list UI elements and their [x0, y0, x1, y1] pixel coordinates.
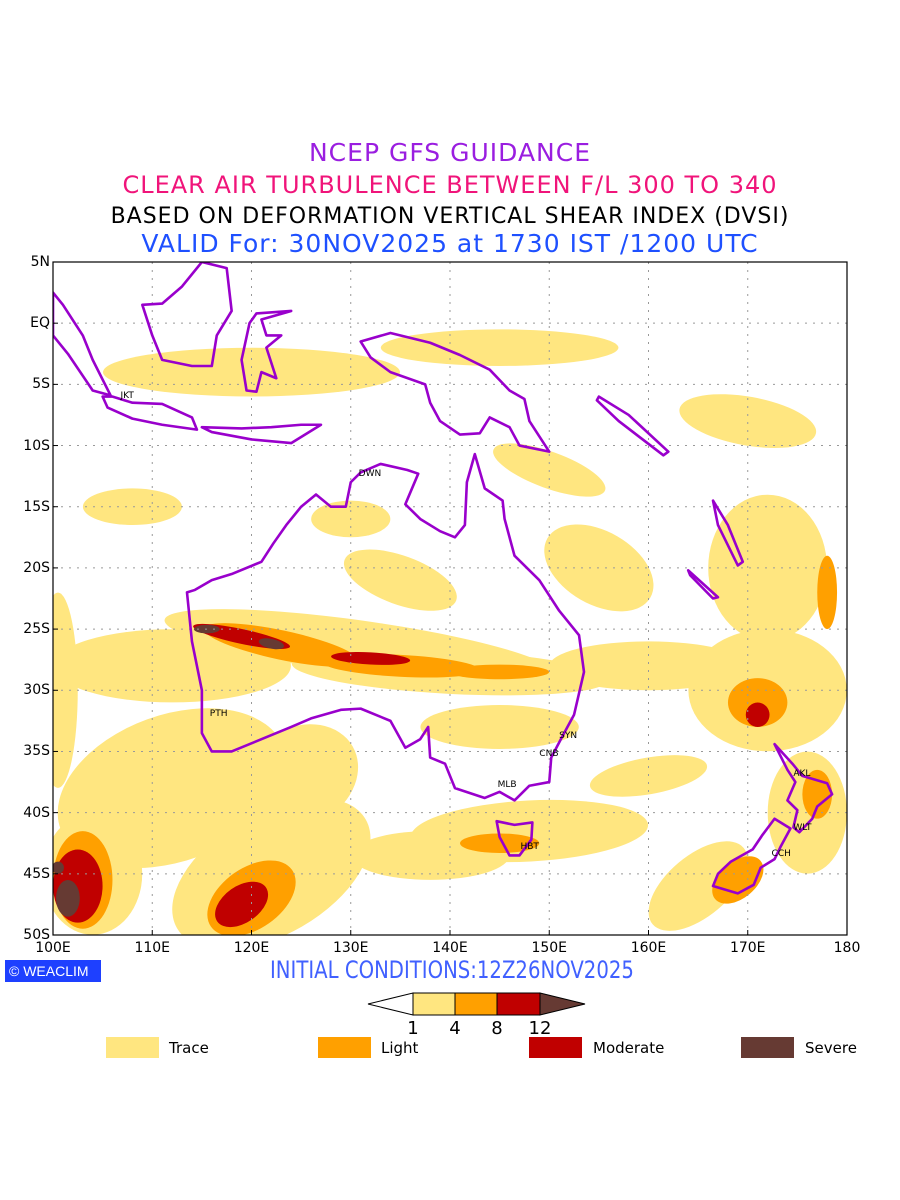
- lat-label: 5N: [30, 254, 50, 270]
- borneo-coastline: [141, 262, 233, 368]
- new-guinea-coastline: [359, 331, 551, 453]
- city-label: HBT: [520, 842, 539, 853]
- colorbar-moderate: [496, 992, 541, 1016]
- trace-turbulence-area: [679, 394, 817, 448]
- lat-label: 15S: [23, 498, 50, 515]
- severe-turbulence-area: [258, 638, 284, 650]
- colorbar-tick: 8: [491, 1018, 503, 1039]
- colorbar-light: [454, 992, 498, 1016]
- grid-lines: [53, 262, 847, 935]
- credit-text: WEACLIM: [23, 963, 89, 979]
- legend-label-trace: Trace: [169, 1039, 209, 1057]
- colorbar-tick: 1: [407, 1018, 419, 1039]
- legend-swatch-trace: [106, 1037, 159, 1058]
- legend-swatch-moderate: [529, 1037, 582, 1058]
- city-label: PTH: [209, 708, 228, 719]
- trace-turbulence-area: [648, 841, 748, 931]
- legend-label-moderate: Moderate: [593, 1039, 665, 1057]
- lat-label: 35S: [23, 743, 50, 760]
- lon-label: 120E: [233, 940, 270, 956]
- lon-label: 130E: [332, 940, 369, 956]
- colorbar-tick: 12: [528, 1018, 552, 1039]
- initial-conditions: INITIAL CONDITIONS:12Z26NOV2025: [270, 956, 634, 984]
- trace-turbulence-area: [708, 494, 827, 642]
- trace-turbulence-area: [244, 724, 359, 828]
- new-caledonia-coastline: [686, 569, 720, 600]
- legend-swatch-severe: [741, 1037, 794, 1058]
- lat-label: 45S: [23, 865, 50, 882]
- legend-label-light: Light: [381, 1039, 419, 1057]
- lat-label: 30S: [23, 682, 50, 699]
- lon-label: 160E: [630, 940, 667, 956]
- colorbar-tick: 4: [449, 1018, 461, 1039]
- coastlines: [53, 262, 834, 895]
- city-label: JKT: [120, 390, 134, 401]
- colorbar-severe: [539, 992, 586, 1016]
- sulawesi-coastline: [240, 309, 293, 394]
- lat-label: 25S: [23, 621, 50, 638]
- solomon-islands-coastline: [595, 395, 670, 457]
- trace-turbulence-area: [420, 705, 579, 749]
- light-turbulence-area: [817, 555, 838, 629]
- trace-turbulence-area: [53, 629, 291, 703]
- trace-turbulence-area: [380, 329, 619, 366]
- lon-label: 110E: [134, 940, 171, 956]
- city-label: SYN: [559, 730, 578, 741]
- light-turbulence-area: [460, 833, 540, 853]
- city-label: MLB: [497, 779, 517, 790]
- lon-label: 150E: [531, 940, 568, 956]
- severe-turbulence-area: [56, 879, 80, 917]
- sumatra-coastline: [53, 291, 112, 397]
- city-label: CCH: [771, 849, 791, 860]
- lat-label: 50S: [23, 927, 50, 943]
- copyright-icon: ©: [9, 963, 24, 979]
- city-label: WLT: [793, 822, 812, 833]
- moderate-turbulence-area: [215, 881, 269, 928]
- title-dvsi: BASED ON DEFORMATION VERTICAL SHEAR INDE…: [110, 204, 790, 229]
- trace-turbulence-area: [103, 347, 400, 397]
- lat-label: 40S: [23, 804, 50, 821]
- colorbar-below-1: [367, 992, 414, 1016]
- java-coastline: [101, 395, 199, 431]
- title-guidance: NCEP GFS GUIDANCE: [308, 138, 591, 167]
- moderate-turbulence-area: [745, 702, 770, 727]
- lesser-sunda-coastline: [200, 423, 323, 445]
- city-label: CNB: [539, 749, 559, 760]
- title-valid-time: VALID For: 30NOV2025 at 1730 IST /1200 U…: [141, 229, 759, 258]
- trace-turbulence-area: [343, 549, 457, 611]
- lat-label: 5S: [32, 376, 50, 393]
- australia-coastline: [185, 452, 586, 802]
- lon-label: 100E: [35, 940, 71, 956]
- light-turbulence-area: [450, 664, 550, 680]
- lon-label: 170E: [729, 940, 766, 956]
- lon-label: 140E: [432, 940, 468, 956]
- city-label: DWN: [358, 468, 382, 479]
- legend-swatch-light: [318, 1037, 371, 1058]
- vanuatu-coastline: [711, 499, 745, 567]
- lat-label: 10S: [23, 437, 50, 454]
- legend-label-severe: Severe: [805, 1039, 857, 1057]
- weaclim-logo: © WEACLIM: [5, 960, 101, 982]
- colorbar-trace: [412, 992, 456, 1016]
- nz-south-island-coastline: [711, 817, 792, 895]
- axis-ticks: [52, 261, 848, 936]
- lat-label: EQ: [30, 315, 50, 332]
- trace-turbulence-area: [82, 488, 182, 526]
- severe-turbulence-area: [53, 861, 64, 874]
- tasmania-coastline: [495, 819, 534, 857]
- lon-label: 180: [833, 940, 861, 956]
- turbulence-fields: [53, 329, 847, 935]
- title-cat: CLEAR AIR TURBULENCE BETWEEN F/L 300 TO …: [122, 171, 778, 199]
- trace-turbulence-area: [53, 592, 78, 788]
- city-label: AKL: [793, 768, 811, 779]
- nz-north-island-coastline: [773, 742, 834, 834]
- lat-label: 20S: [23, 559, 50, 576]
